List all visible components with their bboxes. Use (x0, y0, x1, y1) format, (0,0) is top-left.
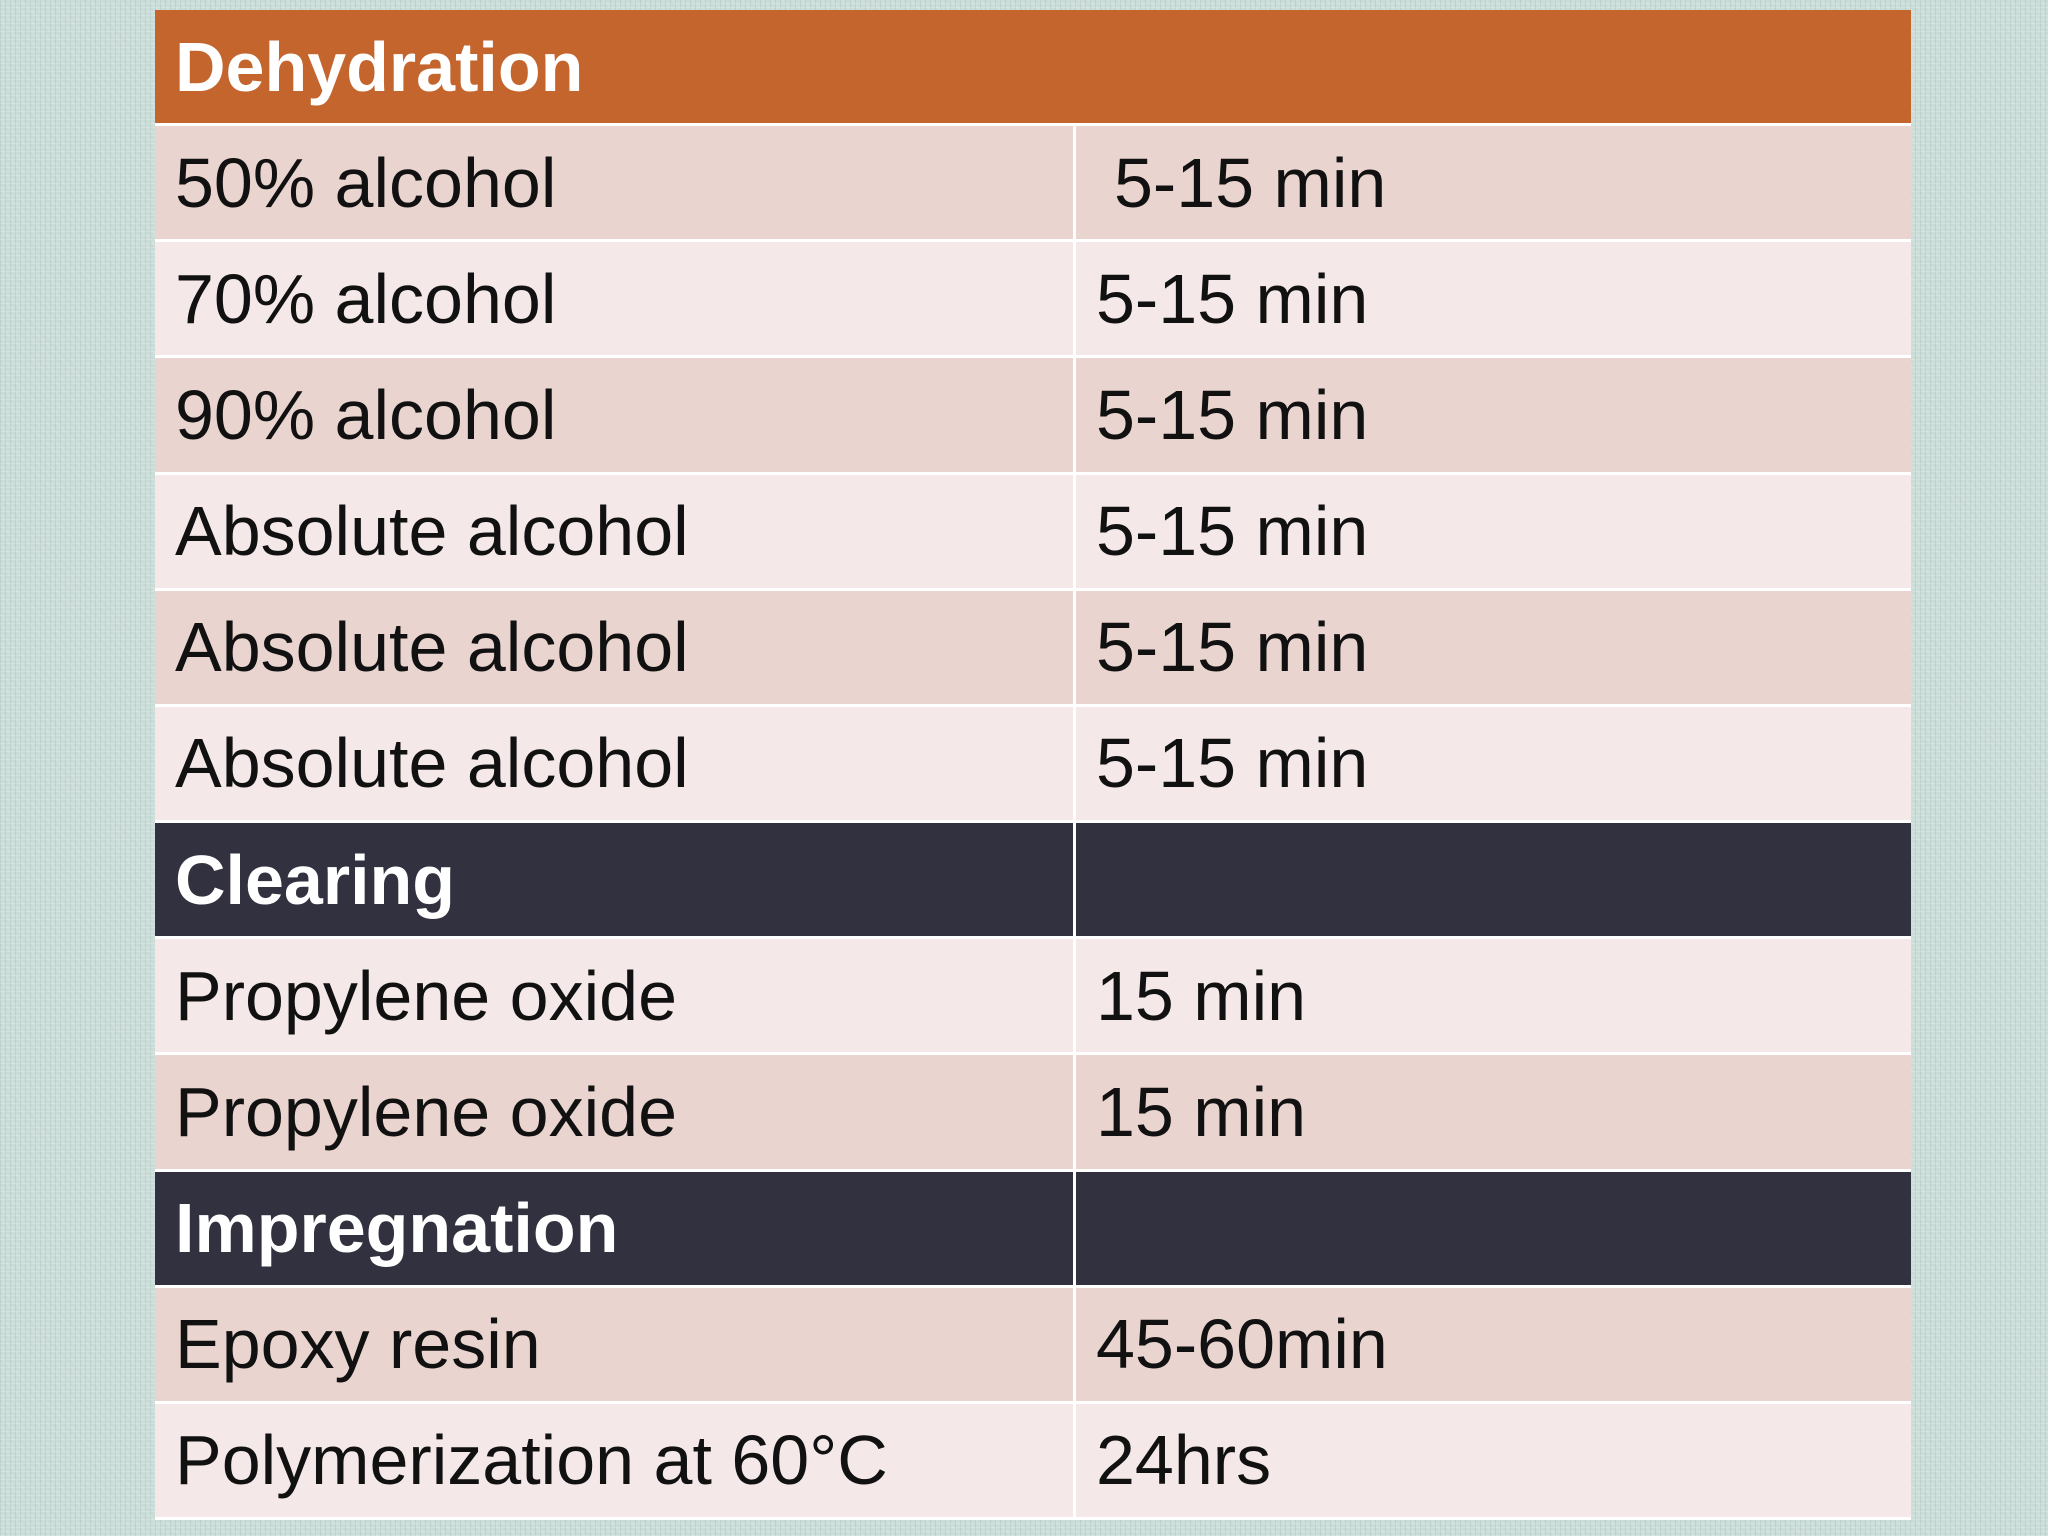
table-header-dehydration: Dehydration (155, 10, 1911, 124)
table-row-time: 15 min (1076, 1055, 1911, 1169)
table-row-time: 24hrs (1076, 1403, 1911, 1517)
column-divider (1073, 1287, 1076, 1401)
section-header-clearing: Clearing (155, 823, 1073, 937)
table-row-step: Absolute alcohol (155, 706, 1073, 821)
section-header-blank (1076, 1171, 1911, 1285)
table-row-step: 70% alcohol (155, 242, 1073, 356)
column-divider (1073, 126, 1076, 240)
table-row-time: 5-15 min (1076, 590, 1911, 704)
column-divider (1073, 1403, 1076, 1517)
table-row-time: 5-15 min (1076, 474, 1911, 588)
table-row-step: Propylene oxide (155, 1055, 1073, 1169)
column-divider (1073, 474, 1076, 588)
column-divider (1073, 939, 1076, 1053)
table-row-step: 50% alcohol (155, 126, 1073, 240)
column-divider (1073, 706, 1076, 821)
table-row-step: Polymerization at 60°C (155, 1403, 1073, 1517)
table-row-time: 5-15 min (1076, 242, 1911, 356)
table-row-step: Absolute alcohol (155, 474, 1073, 588)
table-row-time: 5-15 min (1076, 706, 1911, 821)
table-row-time: 15 min (1076, 939, 1911, 1053)
table-row-step: 90% alcohol (155, 358, 1073, 472)
table-row-time: 5-15 min (1076, 126, 1911, 240)
section-header-blank (1076, 823, 1911, 937)
column-divider (1073, 1055, 1076, 1169)
column-divider (1073, 590, 1076, 704)
table-row-step: Propylene oxide (155, 939, 1073, 1053)
column-divider (1073, 358, 1076, 472)
table-row-time: 5-15 min (1076, 358, 1911, 472)
table-row-step: Absolute alcohol (155, 590, 1073, 704)
section-header-impregnation: Impregnation (155, 1171, 1073, 1285)
column-divider (1073, 823, 1076, 937)
table-row-step: Epoxy resin (155, 1287, 1073, 1401)
column-divider (1073, 242, 1076, 356)
protocol-table: Dehydration 50% alcohol 5-15 min 70% alc… (155, 10, 1911, 1520)
table-row-time: 45-60min (1076, 1287, 1911, 1401)
column-divider (1073, 1171, 1076, 1285)
